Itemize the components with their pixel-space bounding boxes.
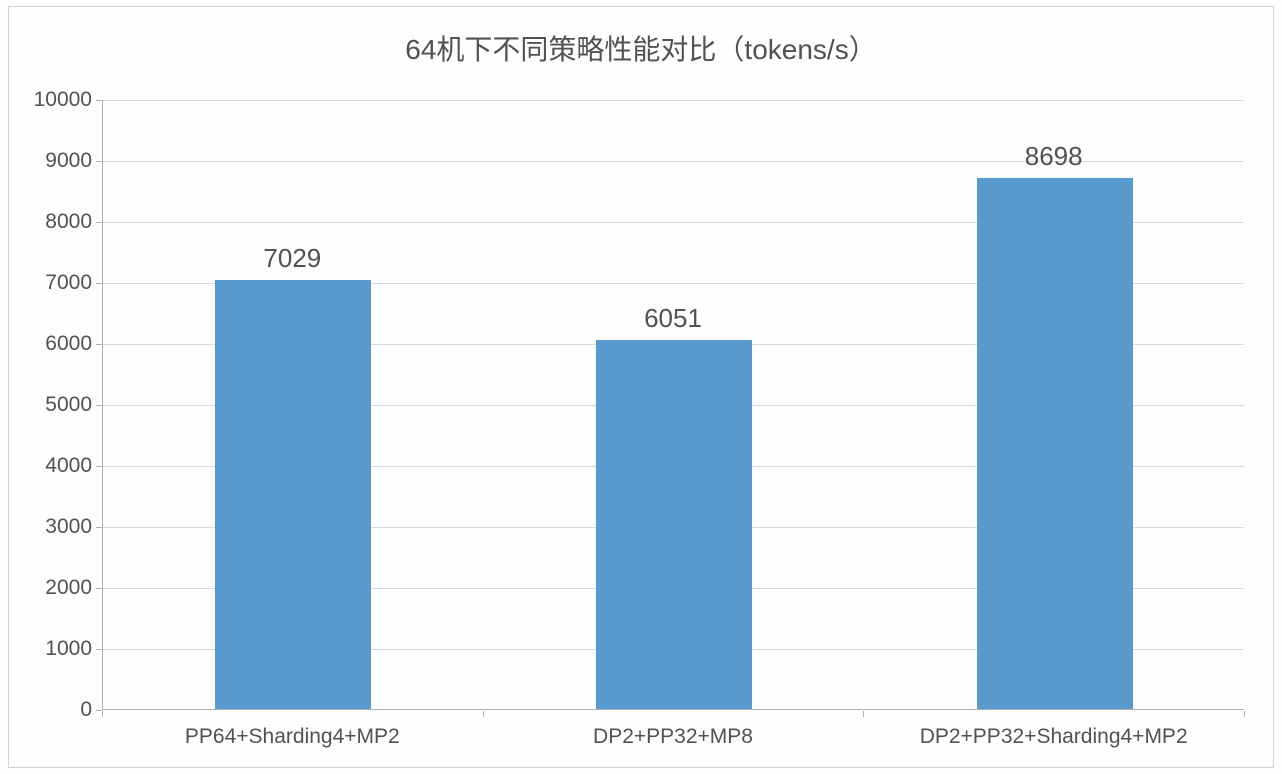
y-tick-mark — [96, 466, 102, 467]
y-tick-label: 4000 — [12, 454, 92, 478]
y-tick-mark — [96, 283, 102, 284]
y-tick-mark — [96, 405, 102, 406]
x-category-label: DP2+PP32+Sharding4+MP2 — [920, 725, 1188, 749]
y-tick-label: 5000 — [12, 393, 92, 417]
chart-title: 64机下不同策略性能对比（tokens/s） — [0, 28, 1282, 68]
plot-area — [102, 100, 1244, 710]
y-tick-label: 10000 — [12, 88, 92, 112]
y-tick-mark — [96, 161, 102, 162]
x-category-label: PP64+Sharding4+MP2 — [185, 725, 400, 749]
gridline — [103, 100, 1244, 101]
y-tick-label: 8000 — [12, 210, 92, 234]
bar — [596, 340, 752, 709]
y-tick-label: 1000 — [12, 637, 92, 661]
y-tick-label: 7000 — [12, 271, 92, 295]
bar-chart: 64机下不同策略性能对比（tokens/s） 0 1000 2000 3000 4000… — [0, 0, 1282, 774]
bar-value-label: 7029 — [263, 243, 321, 274]
y-tick-mark — [96, 100, 102, 101]
y-tick-mark — [96, 649, 102, 650]
y-tick-mark — [96, 588, 102, 589]
x-tick-mark — [863, 711, 864, 717]
bar — [977, 178, 1133, 709]
y-tick-label: 6000 — [12, 332, 92, 356]
x-tick-mark — [102, 711, 103, 717]
y-tick-mark — [96, 344, 102, 345]
y-tick-mark — [96, 222, 102, 223]
x-tick-mark — [483, 711, 484, 717]
x-category-label: DP2+PP32+MP8 — [593, 725, 753, 749]
y-tick-label: 3000 — [12, 515, 92, 539]
x-tick-mark — [1244, 711, 1245, 717]
y-tick-label: 0 — [12, 698, 92, 722]
bar-value-label: 6051 — [644, 303, 702, 334]
y-tick-label: 2000 — [12, 576, 92, 600]
bar-value-label: 8698 — [1025, 141, 1083, 172]
y-tick-mark — [96, 527, 102, 528]
y-tick-label: 9000 — [12, 149, 92, 173]
bar — [215, 280, 371, 709]
